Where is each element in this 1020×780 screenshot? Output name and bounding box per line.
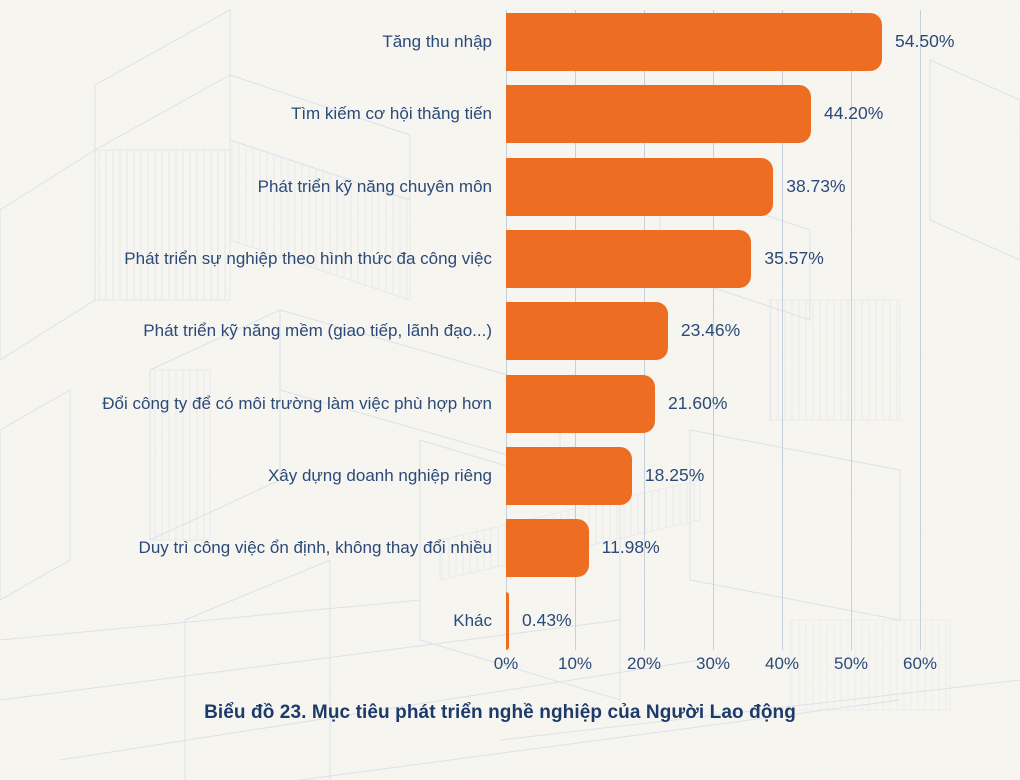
bar-row: Khác 0.43% — [0, 584, 1020, 656]
value-label: 35.57% — [764, 248, 824, 269]
chart-caption: Biểu đồ 23. Mục tiêu phát triển nghề ngh… — [204, 702, 796, 723]
value-label: 44.20% — [823, 103, 884, 124]
bar-row: Phát triển kỹ năng chuyên môn 38.73% — [0, 151, 1020, 223]
value-label: 54.50% — [895, 31, 955, 52]
x-tick-label: 30% — [695, 654, 731, 673]
bar — [506, 374, 656, 433]
bar — [506, 591, 509, 650]
bar — [506, 85, 811, 144]
bar-row: Đổi công ty để có môi trường làm việc ph… — [0, 368, 1020, 440]
category-label: Duy trì công việc ổn định, không thay đổ… — [138, 538, 492, 558]
bar — [506, 13, 883, 72]
bar — [506, 519, 589, 578]
value-label: 38.73% — [786, 175, 846, 196]
bar-row: Tăng thu nhập 54.50% — [0, 6, 1020, 78]
value-label: 18.25% — [644, 464, 705, 485]
bar — [506, 157, 774, 216]
gridline-30% — [713, 10, 714, 650]
gridline-60% — [920, 10, 921, 650]
bar-row: Xây dựng doanh nghiệp riêng 18.25% — [0, 440, 1020, 512]
category-label: Khác — [453, 610, 492, 630]
bar-row: Tìm kiếm cơ hội thăng tiến 44.20% — [0, 78, 1020, 150]
gridline-50% — [851, 10, 852, 650]
category-label: Tăng thu nhập — [382, 32, 492, 52]
bar-row: Phát triển sự nghiệp theo hình thức đa c… — [0, 223, 1020, 295]
category-label: Tìm kiếm cơ hội thăng tiến — [290, 104, 492, 124]
category-label: Xây dựng doanh nghiệp riêng — [267, 465, 492, 485]
bar — [506, 302, 668, 361]
x-tick-label: 60% — [902, 654, 938, 673]
category-label: Đổi công ty để có môi trường làm việc ph… — [102, 393, 492, 413]
category-label: Phát triển kỹ năng chuyên môn — [257, 176, 492, 196]
value-label: 23.46% — [680, 320, 741, 341]
x-tick-label: 0% — [493, 654, 519, 673]
x-tick-label: 10% — [557, 654, 593, 673]
value-label: 0.43% — [522, 609, 572, 630]
bar — [506, 446, 632, 505]
x-tick-label: 40% — [764, 654, 800, 673]
bar-row: Duy trì công việc ổn định, không thay đổ… — [0, 512, 1020, 584]
gridline-40% — [782, 10, 783, 650]
x-tick-label: 50% — [833, 654, 869, 673]
bar — [506, 230, 752, 289]
value-label: 21.60% — [668, 392, 728, 413]
x-tick-label: 20% — [626, 654, 662, 673]
bar-row: Phát triển kỹ năng mềm (giao tiếp, lãnh … — [0, 295, 1020, 367]
category-label: Phát triển kỹ năng mềm (giao tiếp, lãnh … — [143, 321, 492, 341]
category-label: Phát triển sự nghiệp theo hình thức đa c… — [124, 249, 492, 269]
value-label: 11.98% — [601, 537, 660, 558]
